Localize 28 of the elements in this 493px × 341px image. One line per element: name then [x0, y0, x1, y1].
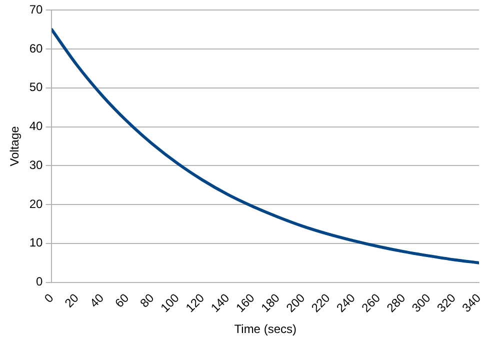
x-tick-label: 240 — [334, 290, 358, 315]
x-tick-label: 160 — [233, 290, 258, 315]
x-tick-label: 120 — [182, 290, 208, 315]
x-tick-label: 0 — [42, 290, 56, 306]
x-tick-label: 260 — [358, 290, 384, 315]
x-tick-label: 140 — [208, 290, 232, 315]
x-tick-label: 20 — [62, 290, 82, 310]
y-tick-label: 70 — [29, 2, 44, 17]
y-tick-label: 40 — [29, 119, 44, 134]
y-tick-label: 50 — [29, 80, 44, 94]
x-tick-label: 320 — [434, 290, 459, 315]
y-tick-label: 10 — [29, 236, 44, 250]
y-tick-label: 30 — [29, 158, 44, 172]
x-tick-label: 80 — [137, 290, 157, 310]
x-tick-label: 100 — [158, 290, 182, 315]
y-axis-title: Voltage — [8, 126, 22, 166]
x-tick-label: 300 — [409, 290, 434, 315]
x-tick-label: 220 — [308, 290, 333, 315]
x-tick-label: 280 — [384, 290, 408, 315]
x-tick-label: 200 — [283, 290, 308, 315]
y-tick-label: 0 — [36, 274, 44, 289]
x-tick-label: 60 — [112, 290, 132, 310]
y-tick-label: 20 — [29, 196, 44, 211]
x-axis-title: Time (secs) — [234, 322, 296, 336]
y-tick-label: 60 — [29, 41, 44, 56]
x-tick-label: 40 — [87, 290, 107, 310]
x-tick-label: 180 — [258, 290, 283, 315]
x-tick-label: 340 — [459, 290, 484, 315]
